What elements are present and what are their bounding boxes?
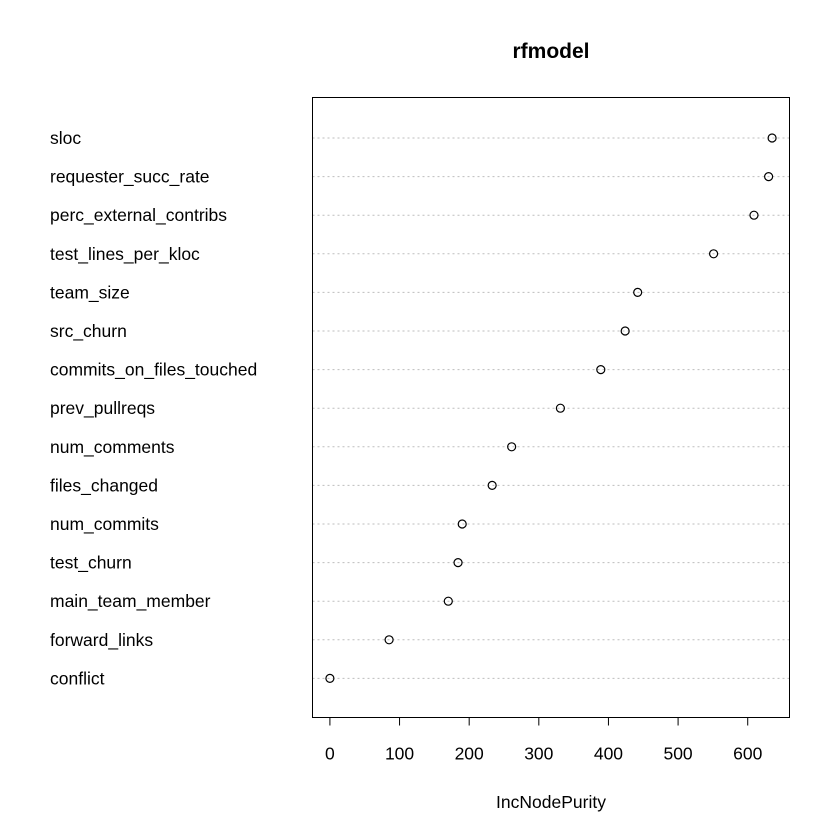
data-point [633, 287, 643, 297]
data-point [453, 557, 463, 568]
x-tick-label: 400 [594, 744, 623, 764]
data-point [555, 403, 566, 413]
data-point [767, 133, 777, 143]
category-label: prev_pullreqs [50, 398, 155, 419]
data-point [457, 519, 467, 529]
data-point [384, 635, 394, 645]
x-axis-label: IncNodePurity [496, 792, 606, 812]
category-label: forward_links [50, 630, 153, 651]
data-point [749, 210, 759, 220]
x-tick-label: 500 [663, 744, 692, 764]
category-labels: sloc requester_succ_rate perc_external_con… [50, 128, 257, 688]
x-tick-label: 600 [733, 744, 762, 764]
data-point [620, 326, 630, 336]
data-point [325, 673, 335, 684]
chart-title: rfmodel [512, 40, 589, 63]
x-tick-label: 0 [325, 744, 335, 764]
x-tick-label: 100 [385, 744, 414, 764]
plot-frame [312, 97, 790, 718]
data-point [507, 442, 517, 452]
category-label: perc_external_contribs [50, 205, 227, 226]
data-point [764, 172, 774, 182]
category-label: main_team_member [50, 591, 211, 612]
x-tick-label: 300 [524, 744, 553, 764]
category-label: requester_succ_rate [50, 167, 210, 188]
category-label: num_commits [50, 514, 159, 535]
category-label: num_comments [50, 437, 175, 458]
category-label: test_lines_per_kloc [50, 244, 200, 265]
data-points [325, 133, 777, 684]
data-point [596, 365, 606, 375]
category-label: commits_on_files_touched [50, 360, 257, 381]
x-tick-label: 200 [455, 744, 484, 764]
category-label: src_churn [50, 321, 127, 342]
category-label: team_size [50, 282, 130, 303]
data-point [487, 480, 497, 490]
x-axis: 0 100 200 300 400 500 600 [325, 717, 763, 764]
category-label: sloc [50, 128, 81, 148]
category-label: test_churn [50, 553, 132, 574]
data-point [443, 596, 453, 606]
category-label: files_changed [50, 475, 158, 496]
data-point [708, 249, 719, 259]
grid-lines [312, 137, 790, 679]
category-label: conflict [50, 668, 105, 688]
